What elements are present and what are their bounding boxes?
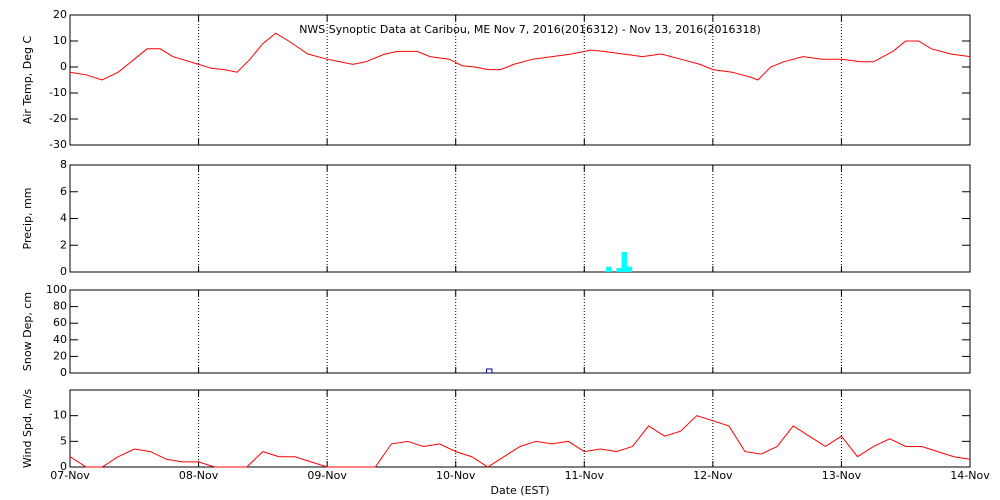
bar	[616, 267, 622, 272]
x-tick-label: 13-Nov	[822, 469, 862, 482]
x-tick-label: 12-Nov	[693, 469, 733, 482]
y-axis-label: Wind Spd, m/s	[21, 389, 34, 469]
y-tick-label: 0	[60, 460, 67, 473]
y-axis-label: Air Temp, Deg C	[21, 36, 34, 125]
x-tick-label: 11-Nov	[565, 469, 605, 482]
data-line	[69, 415, 971, 468]
chart-title: NWS Synoptic Data at Caribou, ME Nov 7, …	[299, 23, 761, 36]
x-axis-label: Date (EST)	[490, 484, 549, 497]
y-tick-label: 2	[60, 238, 67, 251]
y-tick-label: 60	[53, 316, 67, 329]
y-tick-label: 20	[53, 349, 67, 362]
y-tick-label: 20	[53, 8, 67, 21]
y-tick-label: 8	[60, 158, 67, 171]
plot-frame	[69, 389, 971, 468]
data-line	[69, 32, 971, 81]
y-tick-label: 5	[60, 434, 67, 447]
plot-frame	[69, 289, 971, 374]
y-tick-label: 40	[53, 333, 67, 346]
y-tick-label: 0	[60, 265, 67, 278]
x-tick-label: 08-Nov	[179, 469, 219, 482]
x-tick-label: 14-Nov	[950, 469, 990, 482]
y-tick-label: 0	[60, 366, 67, 379]
x-tick-label: 09-Nov	[307, 469, 347, 482]
y-tick-label: 0	[60, 60, 67, 73]
y-tick-label: -10	[49, 86, 67, 99]
x-tick-label: 10-Nov	[436, 469, 476, 482]
y-tick-label: 80	[53, 300, 67, 313]
y-tick-label: 4	[60, 212, 67, 225]
plot-frame	[69, 164, 971, 273]
y-tick-label: -30	[49, 138, 67, 151]
x-tick-label: 07-Nov	[50, 469, 90, 482]
y-tick-label: 100	[46, 283, 67, 296]
bar	[626, 266, 633, 272]
bar	[486, 368, 493, 374]
y-axis-label: Precip, mm	[21, 188, 34, 250]
bar	[621, 251, 627, 272]
y-tick-label: 10	[53, 34, 67, 47]
plot-frame	[69, 14, 971, 146]
y-tick-label: -20	[49, 112, 67, 125]
y-tick-label: 6	[60, 185, 67, 198]
y-tick-label: 10	[53, 409, 67, 422]
y-axis-label: Snow Dep, cm	[21, 292, 34, 371]
bar	[606, 266, 612, 272]
